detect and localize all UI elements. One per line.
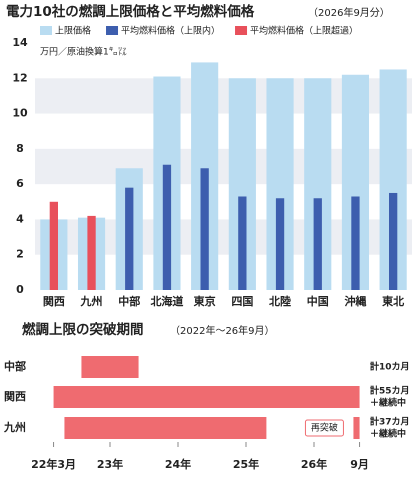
legend-swatch <box>235 26 248 35</box>
note: 計55カ月 <box>370 385 410 397</box>
bar <box>238 196 247 290</box>
bar <box>313 198 322 290</box>
legend-label: 平均燃料価格（上限超過） <box>250 25 358 37</box>
y-axis-label: 万円／原油換算1㌔㍑ <box>40 46 127 58</box>
y-tick-label: 8 <box>16 142 24 155</box>
y-tick-label: 4 <box>16 212 24 225</box>
x-tick-label: 北陸 <box>269 294 291 308</box>
y-tick-label: 14 <box>12 36 28 49</box>
x-tick-label: 9月 <box>350 458 369 471</box>
note: ＋継続中 <box>370 428 406 440</box>
legend-label: 平均燃料価格（上限内） <box>121 25 220 37</box>
y-tick-label: 12 <box>12 71 27 84</box>
chart-title: 電力10社の燃調上限価格と平均燃料価格 <box>6 3 255 20</box>
x-tick-label: 四国 <box>231 295 253 308</box>
bar <box>200 168 209 290</box>
x-tick-label: 関西 <box>43 295 65 308</box>
x-tick-label: 25年 <box>233 457 259 471</box>
period-bar <box>64 417 267 439</box>
x-tick-label: 24年 <box>165 457 191 471</box>
x-tick-label: 23年 <box>97 457 123 471</box>
annotation: 再突破 <box>311 422 338 434</box>
x-tick-label: 22年3月 <box>31 457 76 471</box>
bar <box>275 198 285 290</box>
legend-swatch <box>106 26 119 35</box>
x-tick-label: 東北 <box>382 294 404 308</box>
bar <box>125 187 134 290</box>
y-tick-label: 6 <box>16 177 24 190</box>
chart-title: 燃調上限の突破期間 <box>22 321 144 338</box>
note: ＋継続中 <box>370 397 406 409</box>
period-bar <box>81 356 139 378</box>
x-tick-label: 北海道 <box>150 294 183 308</box>
row-label: 関西 <box>4 390 26 403</box>
y-tick-label: 10 <box>12 107 28 120</box>
period-bar <box>353 417 360 439</box>
y-tick-label: 0 <box>16 283 24 296</box>
x-tick-label: 東京 <box>194 294 216 308</box>
x-tick-label: 沖縄 <box>344 294 366 308</box>
row-label: 九州 <box>3 420 26 434</box>
bar <box>162 164 172 290</box>
x-tick-label: 中部 <box>118 294 140 308</box>
chart-subtitle: （2022年～26年9月） <box>170 324 275 337</box>
bar <box>351 196 360 290</box>
annotation-box <box>304 419 344 437</box>
x-tick-label: 26年 <box>301 457 327 471</box>
y-tick-label: 2 <box>16 248 24 261</box>
x-tick-label: 九州 <box>80 294 103 308</box>
row-label: 中部 <box>4 359 26 373</box>
bar <box>87 215 96 290</box>
chart-subtitle: （2026年9月分） <box>308 6 390 19</box>
bar <box>49 201 58 290</box>
x-tick-label: 中国 <box>307 294 329 308</box>
bar <box>389 192 398 290</box>
period-bar <box>53 386 360 408</box>
note: 計10カ月 <box>370 361 410 373</box>
legend-label: 上限価格 <box>55 25 91 37</box>
note: 計37カ月 <box>370 416 410 428</box>
legend-swatch <box>40 26 52 35</box>
